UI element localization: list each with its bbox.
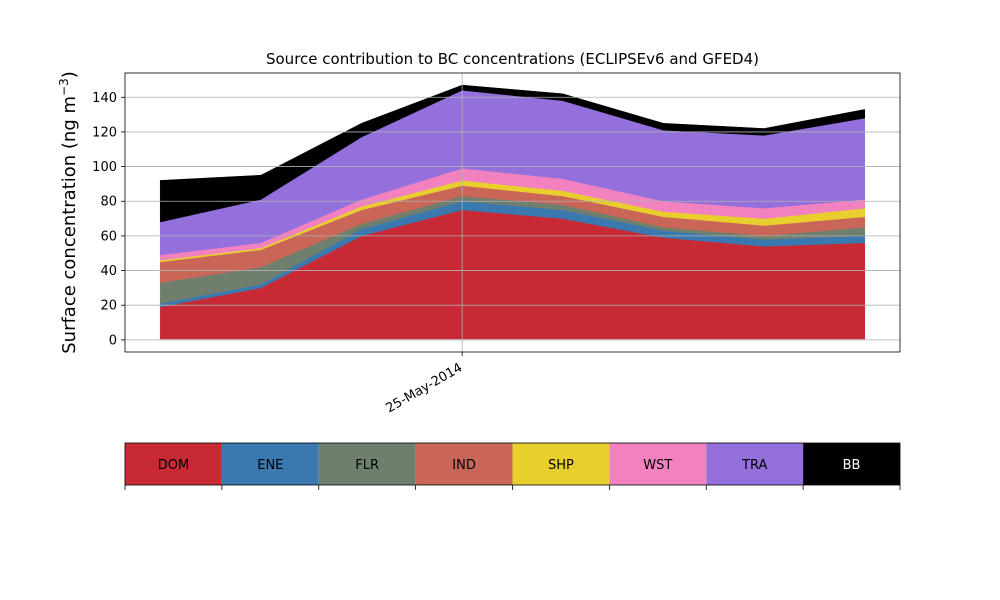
y-tick-label: 60 — [100, 229, 117, 244]
y-tick-label: 20 — [100, 299, 117, 314]
y-tick-label: 120 — [92, 125, 117, 140]
legend-label-shp: SHP — [548, 458, 574, 473]
legend-swatch-flr — [318, 443, 416, 485]
y-tick-label: 100 — [92, 160, 117, 175]
legend-label-dom: DOM — [158, 458, 189, 473]
legend-label-bb: BB — [843, 458, 861, 473]
y-tick-label: 140 — [92, 91, 117, 106]
legend-swatch-ene — [221, 443, 319, 485]
legend-label-ene: ENE — [257, 458, 283, 473]
legend-label-ind: IND — [452, 458, 476, 473]
legend-swatch-tra — [706, 443, 804, 485]
legend-label-wst: WST — [643, 458, 672, 473]
legend-swatch-bb — [803, 443, 900, 485]
plot-frame — [124, 72, 901, 353]
legend-frame — [124, 442, 901, 486]
legend-swatch-dom — [125, 443, 222, 485]
legend-label-tra: TRA — [741, 458, 767, 473]
legend-swatch-shp — [512, 443, 610, 485]
y-axis-label-text: Surface concentration (ng m — [59, 96, 80, 354]
y-axis-label-superscript: −3 — [57, 78, 71, 96]
y-tick-label: 40 — [100, 264, 117, 279]
y-axis-label: Surface concentration (ng m−3) — [57, 71, 80, 354]
legend-label-flr: FLR — [355, 458, 379, 473]
legend-swatch-wst — [609, 443, 707, 485]
area-bb — [159, 84, 866, 223]
legend-swatch-ind — [415, 443, 513, 485]
legend-colorbar: DOM ENE FLR IND SHP WST TRA BB — [124, 442, 901, 490]
x-tick-label: 25-May-2014 — [383, 360, 465, 416]
y-tick-label: 0 — [109, 333, 117, 348]
chart-title: Source contribution to BC concentrations… — [266, 50, 759, 68]
plot-area: 0 20 40 60 80 100 120 140 — [92, 72, 901, 356]
y-axis-label-close: ) — [59, 71, 80, 78]
y-tick-label: 80 — [100, 195, 117, 210]
